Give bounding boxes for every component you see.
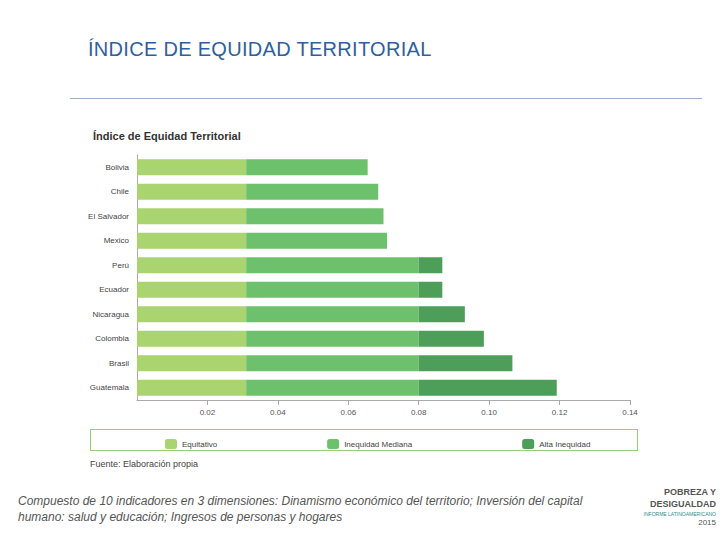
svg-text:0.06: 0.06 [340, 408, 356, 417]
svg-text:Colombia: Colombia [95, 334, 129, 343]
svg-text:Brasil: Brasil [109, 359, 129, 368]
svg-text:El Salvador: El Salvador [88, 212, 129, 221]
svg-text:Índice de Equidad Territorial: Índice de Equidad Territorial [93, 130, 241, 142]
svg-text:Equitativo: Equitativo [182, 440, 218, 449]
svg-text:0.02: 0.02 [200, 408, 216, 417]
svg-text:Nicaragua: Nicaragua [93, 310, 130, 319]
svg-text:Ecuador: Ecuador [99, 285, 129, 294]
html-text:POBREZA Y: POBREZA Y [664, 487, 716, 497]
svg-text:Perú: Perú [112, 261, 129, 270]
svg-text:Chile: Chile [111, 187, 130, 196]
html-text:2015: 2015 [698, 518, 716, 527]
html-text:DESIGUALDAD: DESIGUALDAD [650, 499, 716, 509]
svg-text:Bolivia: Bolivia [105, 163, 129, 172]
svg-text:0.08: 0.08 [411, 408, 427, 417]
html-text:ÍNDICE DE EQUIDAD TERRITORIAL: ÍNDICE DE EQUIDAD TERRITORIAL [88, 38, 432, 60]
svg-text:0.12: 0.12 [552, 408, 568, 417]
svg-text:0.14: 0.14 [622, 408, 638, 417]
svg-text:Alta Inequidad: Alta Inequidad [539, 440, 590, 449]
svg-text:0.10: 0.10 [481, 408, 497, 417]
html-text:Compuesto de 10 indicadores en: Compuesto de 10 indicadores en 3 dimensi… [18, 494, 583, 524]
svg-text:Guatemala: Guatemala [90, 383, 130, 392]
svg-text:Mexico: Mexico [104, 236, 130, 245]
svg-text:Inequidad Mediana: Inequidad Mediana [344, 440, 413, 449]
html-text:Fuente: Elaboración propia: Fuente: Elaboración propia [90, 459, 199, 469]
svg-text:0.04: 0.04 [270, 408, 286, 417]
html-text:INFORME LATINOAMERICANO: INFORME LATINOAMERICANO [643, 511, 716, 517]
